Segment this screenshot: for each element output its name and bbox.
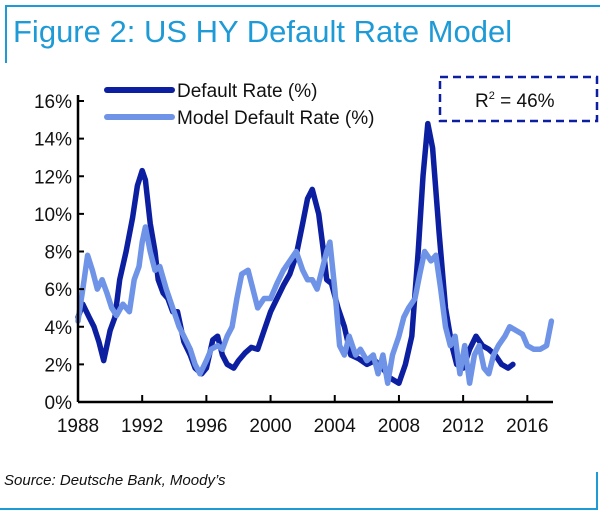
series-line-model-default-rate (75, 224, 555, 386)
x-tick-label: 1988 (57, 416, 99, 437)
x-tick-label: 2008 (378, 416, 420, 437)
series-line-default-rate (75, 120, 516, 386)
y-tick-label: 2% (45, 355, 73, 376)
source-note: Source: Deutsche Bank, Moody’s (4, 472, 226, 489)
frame-bottom-border (0, 508, 598, 510)
y-tick-label: 10% (34, 205, 72, 226)
x-tick-label: 1996 (185, 416, 227, 437)
legend-label-default-rate: Default Rate (%) (177, 81, 317, 102)
x-tick-label: 1992 (121, 416, 163, 437)
chart-title: Figure 2: US HY Default Rate Model (13, 14, 513, 49)
y-tick-label: 0% (45, 393, 73, 414)
frame-right-border (596, 472, 598, 510)
x-tick-label: 2012 (442, 416, 484, 437)
x-tick-label: 2016 (506, 416, 548, 437)
annotation-box (438, 75, 599, 123)
legend-label-model: Model Default Rate (%) (177, 108, 374, 129)
x-tick-label: 2000 (249, 416, 291, 437)
annotation-text: R2 = 46% (475, 90, 555, 112)
legend: Default Rate (%) Model Default Rate (%) (104, 81, 374, 129)
x-tick-label: 2004 (314, 416, 357, 437)
frame-top-border (5, 5, 600, 7)
y-tick-label: 12% (34, 167, 72, 188)
y-tick-label: 16% (34, 92, 72, 113)
y-tick-label: 8% (45, 243, 73, 264)
y-tick-label: 4% (45, 318, 73, 339)
frame-left-border (5, 5, 7, 63)
r-squared-annotation: R2 = 46% (438, 75, 599, 123)
y-tick-label: 6% (45, 280, 73, 301)
y-tick-label: 14% (34, 130, 72, 151)
